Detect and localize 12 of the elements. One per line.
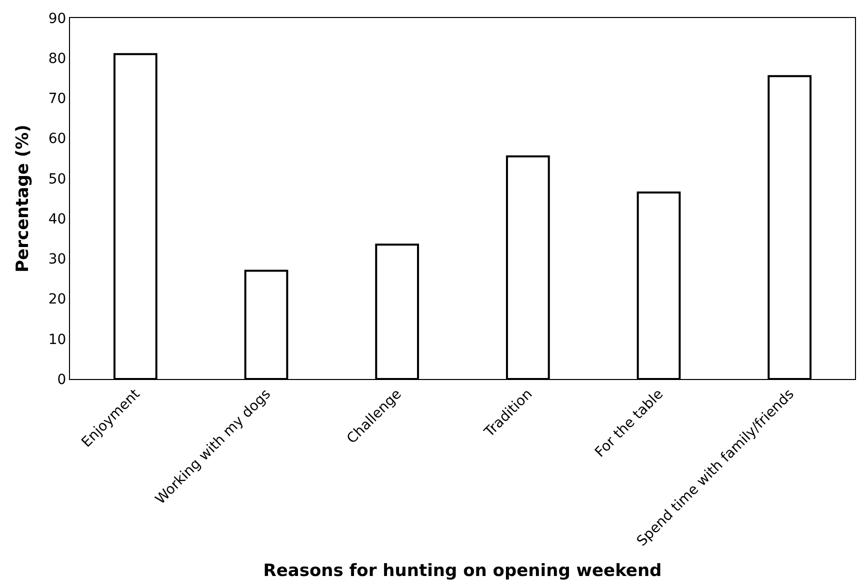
y-tick-label: 70	[48, 91, 66, 108]
y-axis-title: Percentage (%)	[12, 124, 33, 272]
y-tick-label: 50	[48, 171, 66, 188]
y-tick-label: 40	[48, 211, 66, 228]
y-tick-label: 60	[48, 131, 66, 148]
y-tick-label: 80	[48, 51, 66, 68]
x-axis-title: Reasons for hunting on opening weekend	[263, 561, 662, 582]
y-tick-label: 90	[48, 10, 66, 27]
y-tick-label: 20	[48, 292, 66, 308]
y-tick-label: 10	[48, 332, 66, 348]
y-tick-label: 30	[48, 252, 66, 268]
y-tick-label: 0	[57, 372, 66, 388]
